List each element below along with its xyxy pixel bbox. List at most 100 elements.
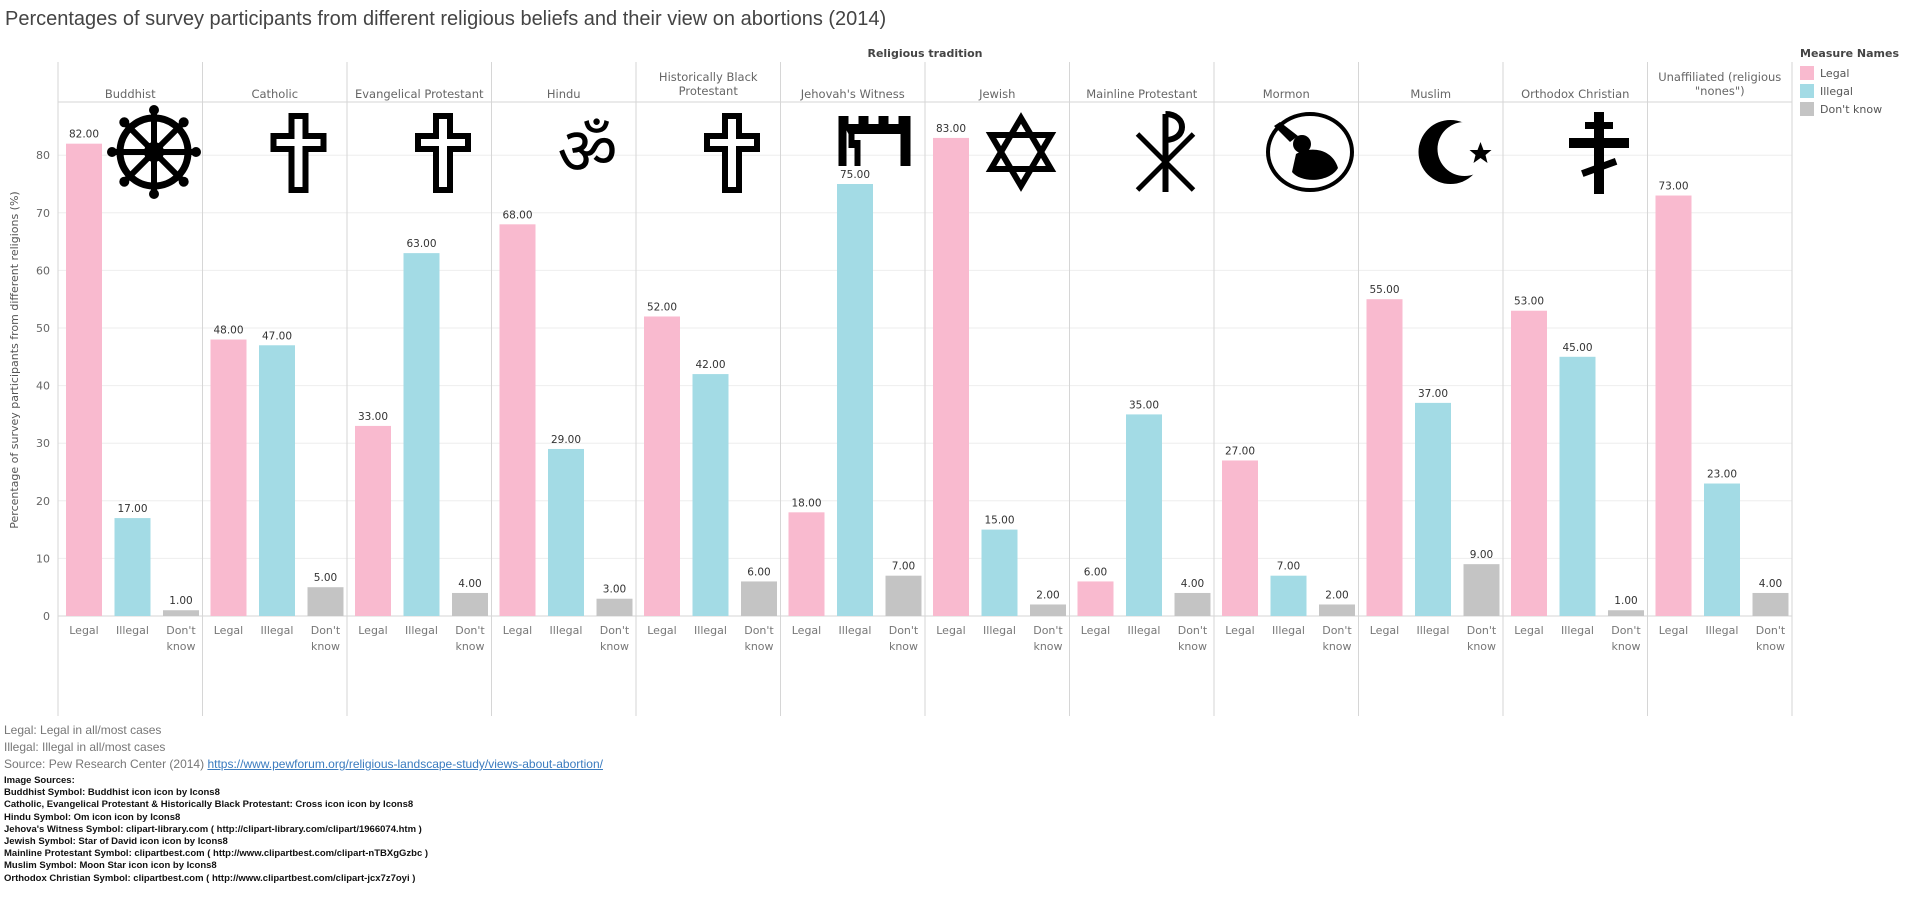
x-tick-label: Don't know [1467,624,1497,653]
bar-illegal [548,448,584,616]
image-source-line: Catholic, Evangelical Protestant & Histo… [4,799,414,811]
bar-dontknow [1319,604,1355,616]
x-tick-label: Illegal [983,624,1016,637]
x-tick-label: Legal [1081,624,1110,637]
dharma-wheel-icon [107,105,201,199]
bar-dontknow [1174,592,1211,616]
svg-text:ॐ: ॐ [557,113,617,190]
x-tick-label: Don't know [311,624,341,653]
column-header-6: Jewish [978,87,1015,101]
data-label: 3.00 [603,584,626,596]
bar-illegal [981,529,1018,616]
bar-legal [1511,310,1547,616]
data-label: 7.00 [1277,561,1300,573]
x-tick-label: Legal [1659,624,1688,637]
image-source-line: Orthodox Christian Symbol: clipartbest.c… [4,872,416,884]
data-label: 82.00 [69,129,99,141]
bar-legal [355,425,391,616]
column-header-11: Unaffiliated (religious "nones") [1658,70,1781,98]
data-label: 7.00 [892,561,915,573]
x-tick-label: Legal [214,624,243,637]
bar-dontknow [452,592,488,616]
tower-icon [838,116,911,166]
moon-star-icon [1418,120,1492,184]
legend-swatch-illegal [1800,84,1814,98]
y-tick-label: 20 [36,495,50,508]
image-source-line: Hindu Symbol: Om icon icon by Icons8 [4,811,181,823]
data-label: 1.00 [1614,595,1637,607]
bar-dontknow [885,575,922,616]
x-tick-label: Legal [1225,624,1254,637]
data-label: 73.00 [1658,181,1688,193]
y-tick-label: 10 [36,552,50,565]
bar-legal [1366,299,1403,616]
x-tick-label: Illegal [116,624,149,637]
bar-dontknow [1608,610,1644,616]
source-line: Source: Pew Research Center (2014) https… [4,756,603,773]
image-sources-header: Image Sources: [4,775,75,786]
x-tick-label: Legal [503,624,532,637]
chi-rho-icon [1135,111,1196,192]
y-tick-label: 70 [36,207,50,220]
bar-illegal [114,518,151,616]
x-tick-label: Legal [358,624,387,637]
data-label: 2.00 [1325,589,1348,601]
x-tick-label: Illegal [550,624,583,637]
column-header-9: Muslim [1410,87,1451,101]
bar-illegal [259,345,295,616]
bar-dontknow [163,610,199,616]
bar-dontknow [307,587,344,616]
y-tick-label: 30 [36,437,50,450]
legend-item-dont-know[interactable]: Don't know [1800,100,1916,118]
column-header-3: Hindu [547,87,581,101]
bar-chart: Religious tradition 0 10 20 30 40 50 60 70 80 Perc… [8,47,1793,716]
x-tick-label: Don't know [1178,624,1208,653]
data-label: 75.00 [840,169,870,181]
bar-illegal [403,253,440,616]
legend-label: Legal [1820,66,1850,80]
x-tick-label: Illegal [1128,624,1161,637]
x-tick-label: Legal [792,624,821,637]
legend-item-illegal[interactable]: Illegal [1800,82,1916,100]
x-tick-label: Don't know [1322,624,1352,653]
x-tick-label: Illegal [1706,624,1739,637]
bar-dontknow [1752,592,1789,616]
bar-legal [644,316,680,616]
data-label: 35.00 [1129,399,1159,411]
cross-icon [415,113,471,193]
data-label: 1.00 [169,595,192,607]
data-label: 17.00 [117,503,147,515]
cross-icon [270,113,327,193]
data-label: 68.00 [502,209,532,221]
x-tick-label: Legal [647,624,676,637]
y-axis-label: Percentage of survey participants from d… [8,191,21,528]
data-label: 29.00 [551,434,581,446]
legend-title: Measure Names [1800,47,1900,60]
bar-dontknow [1463,564,1500,616]
legal-note: Legal: Legal in all/most cases [4,723,162,737]
legend-item-legal[interactable]: Legal [1800,64,1916,82]
x-tick-label: Illegal [694,624,727,637]
bar-legal [788,512,825,616]
x-tick-label: Legal [936,624,965,637]
data-label: 83.00 [936,123,966,135]
x-tick-label: Don't know [600,624,630,653]
source-link[interactable]: https://www.pewforum.org/religious-lands… [207,757,603,771]
x-tick-label: Don't know [889,624,919,653]
x-tick-label: Legal [1370,624,1399,637]
bar-illegal [1126,414,1162,616]
cross-icon [704,113,760,193]
image-source-line: Jewish Symbol: Star of David icon icon b… [4,836,228,848]
column-header-2: Evangelical Protestant [355,87,484,101]
y-tick-label: 80 [36,149,50,162]
x-tick-label: Don't know [1756,624,1786,653]
y-tick-label: 60 [36,264,50,277]
column-header-5: Jehovah's Witness [800,87,905,101]
data-label: 4.00 [1759,578,1782,590]
data-label: 45.00 [1562,342,1592,354]
x-tick-label: Don't know [166,624,196,653]
bar-legal [499,224,536,616]
column-header-8: Mormon [1263,87,1310,101]
x-tick-label: Don't know [1611,624,1641,653]
x-tick-label: Don't know [1033,624,1063,653]
